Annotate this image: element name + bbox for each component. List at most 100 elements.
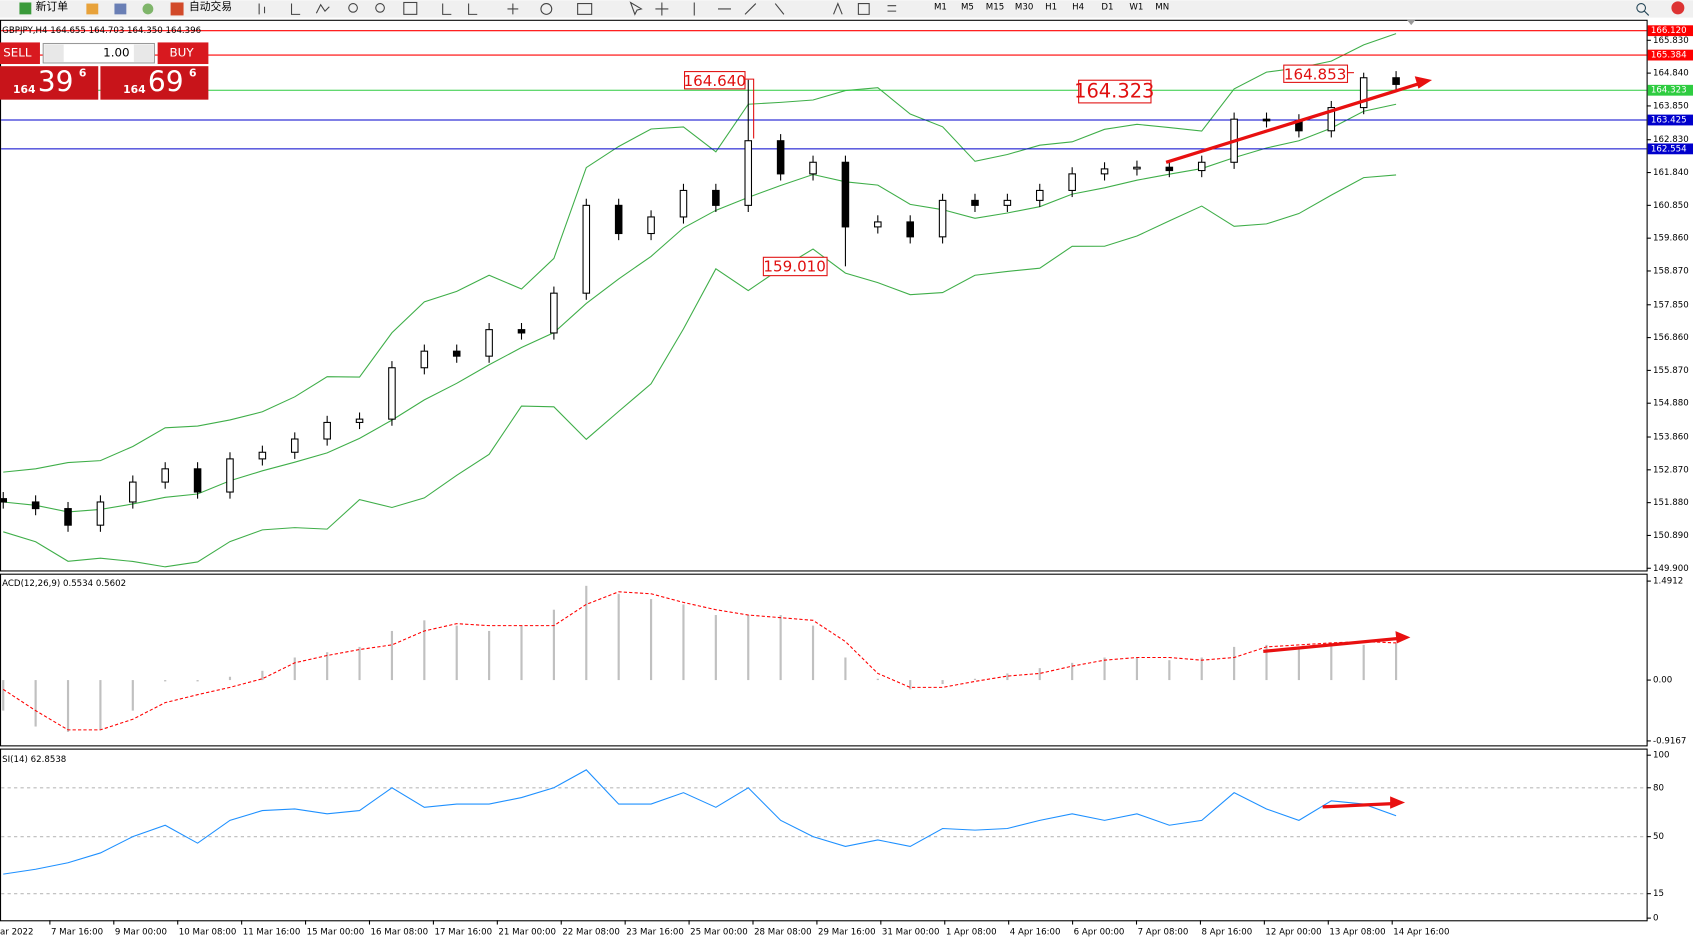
timeframe-button[interactable]: H4 bbox=[1072, 2, 1084, 12]
bollinger-band bbox=[3, 103, 1397, 513]
candle-body bbox=[517, 329, 526, 334]
x-tick-label: 8 Apr 16:00 bbox=[1202, 928, 1253, 938]
price-level-tag bbox=[1647, 114, 1693, 126]
bid-big-figure[interactable]: 164 bbox=[13, 83, 36, 96]
macd-bar bbox=[1006, 673, 1009, 681]
new-order-icon[interactable] bbox=[19, 2, 32, 15]
candle-body bbox=[226, 458, 234, 493]
candle-body bbox=[1100, 168, 1109, 175]
x-tick-label: ar 2022 bbox=[0, 928, 34, 938]
buy-label[interactable]: BUY bbox=[170, 46, 195, 60]
ask-fraction[interactable]: 6 bbox=[189, 67, 197, 80]
ask-pips[interactable]: 69 bbox=[148, 65, 184, 98]
price-level-label: 166.120 bbox=[1651, 26, 1687, 36]
macd-bar bbox=[1297, 646, 1300, 681]
candle-body bbox=[841, 161, 850, 228]
sell-label[interactable]: SELL bbox=[3, 46, 32, 60]
y-tick-label: 159.860 bbox=[1653, 234, 1689, 244]
timeframe-button[interactable]: D1 bbox=[1101, 2, 1113, 12]
macd-bar bbox=[1362, 644, 1365, 681]
candle-body bbox=[971, 199, 979, 206]
ask-box[interactable] bbox=[100, 66, 209, 100]
search-icon[interactable] bbox=[1636, 3, 1650, 16]
timeframe-button[interactable]: M30 bbox=[1015, 2, 1033, 12]
candle-body bbox=[129, 481, 137, 503]
icon[interactable] bbox=[86, 3, 99, 15]
toolbar-icons[interactable] bbox=[258, 1, 897, 16]
macd-bar bbox=[649, 599, 653, 681]
macd-bar bbox=[585, 585, 588, 681]
ask-big-figure[interactable]: 164 bbox=[123, 83, 146, 96]
macd-bar bbox=[779, 615, 782, 681]
macd-pane bbox=[0, 573, 1648, 747]
x-tick-label: 1 Apr 08:00 bbox=[946, 928, 997, 938]
x-tick-label: 9 Mar 00:00 bbox=[115, 928, 167, 938]
macd-bar bbox=[1265, 644, 1268, 681]
candle-body bbox=[809, 161, 817, 175]
bid-box[interactable] bbox=[0, 66, 99, 100]
alert-icon[interactable] bbox=[1671, 1, 1685, 15]
price-level-tag bbox=[1647, 84, 1693, 96]
sell-button[interactable] bbox=[0, 42, 40, 65]
candle-body bbox=[0, 498, 8, 503]
x-tick-label: 6 Apr 00:00 bbox=[1074, 928, 1125, 938]
timeframe-button[interactable]: W1 bbox=[1129, 2, 1143, 12]
buy-button[interactable] bbox=[157, 42, 209, 65]
bid-pips[interactable]: 39 bbox=[38, 65, 74, 98]
macd-bar bbox=[164, 680, 167, 682]
annotation-box bbox=[1078, 79, 1152, 104]
candle-body bbox=[906, 221, 914, 238]
icon[interactable] bbox=[142, 3, 154, 15]
timeframe-button[interactable]: MN bbox=[1155, 2, 1169, 12]
new-order-button[interactable]: 新订单 bbox=[36, 0, 69, 13]
annotation-box bbox=[762, 256, 828, 277]
timeframe-button[interactable]: H1 bbox=[1045, 2, 1057, 12]
y-tick-label: 158.870 bbox=[1653, 266, 1689, 276]
y-tick-label: 50 bbox=[1653, 832, 1664, 842]
candle-body bbox=[31, 501, 40, 510]
macd-bar bbox=[390, 630, 394, 681]
y-tick-label: 160.850 bbox=[1653, 201, 1689, 211]
candle-body bbox=[550, 292, 558, 334]
y-tick-label: 80 bbox=[1653, 783, 1664, 793]
bid-fraction[interactable]: 6 bbox=[79, 67, 87, 80]
annotation: 164.640 bbox=[684, 72, 746, 90]
candle-body bbox=[679, 189, 688, 218]
macd-bar bbox=[811, 625, 815, 681]
macd-bar bbox=[714, 615, 717, 681]
lot-value[interactable]: 1.00 bbox=[103, 46, 129, 60]
macd-bar bbox=[1394, 643, 1398, 681]
candle-body bbox=[874, 221, 882, 228]
y-tick-label: 152.870 bbox=[1653, 465, 1689, 475]
timeframe-button[interactable]: M5 bbox=[961, 2, 974, 12]
macd-bar bbox=[1103, 657, 1106, 681]
lot-up[interactable] bbox=[133, 44, 154, 62]
y-tick-label: 149.900 bbox=[1653, 564, 1689, 574]
macd-bar bbox=[455, 625, 458, 681]
macd-bar bbox=[552, 609, 555, 681]
candle-body bbox=[744, 140, 753, 206]
lot-input[interactable] bbox=[42, 42, 155, 64]
lot-down[interactable] bbox=[44, 44, 64, 62]
macd-bar bbox=[358, 646, 361, 681]
y-tick-label: 0 bbox=[1653, 914, 1658, 924]
x-tick-label: 15 Mar 00:00 bbox=[307, 928, 365, 938]
annotation-leader bbox=[745, 78, 755, 139]
candle-body bbox=[258, 451, 267, 460]
price-level-label: 164.323 bbox=[1651, 86, 1687, 96]
x-tick-label: 4 Apr 16:00 bbox=[1010, 928, 1061, 938]
y-tick-label: 100 bbox=[1653, 751, 1669, 761]
auto-trading-button[interactable]: 自动交易 bbox=[189, 0, 232, 13]
y-tick-label: 154.880 bbox=[1653, 399, 1689, 409]
x-tick-label: 7 Mar 16:00 bbox=[51, 928, 103, 938]
timeframe-button[interactable]: M1 bbox=[934, 2, 947, 12]
auto-trading-icon[interactable] bbox=[170, 2, 184, 16]
macd-bar bbox=[326, 652, 329, 681]
icon[interactable] bbox=[114, 3, 127, 15]
x-tick-label: 21 Mar 00:00 bbox=[498, 928, 556, 938]
candle-body bbox=[355, 418, 364, 423]
x-tick-label: 10 Mar 08:00 bbox=[179, 928, 237, 938]
annotation: 164.853 bbox=[1284, 65, 1346, 83]
timeframe-button[interactable]: M15 bbox=[986, 2, 1004, 12]
annotations bbox=[684, 64, 1354, 277]
